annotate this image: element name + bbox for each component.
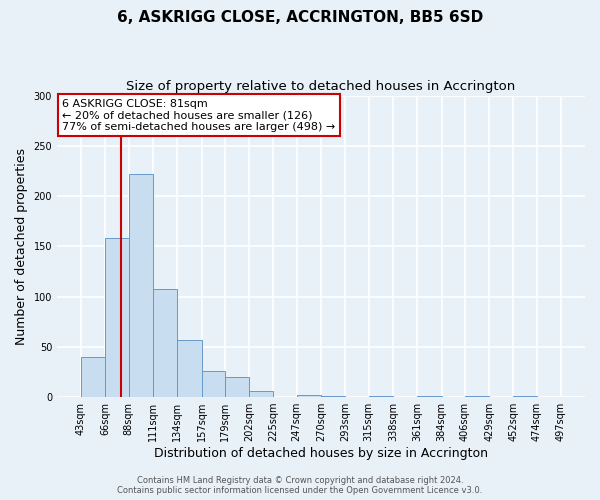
Bar: [128, 174, 153, 397]
Y-axis label: Number of detached properties: Number of detached properties: [15, 148, 28, 345]
Bar: [153, 288, 177, 397]
Bar: [465, 396, 489, 397]
Text: 6, ASKRIGG CLOSE, ACCRINGTON, BB5 6SD: 6, ASKRIGG CLOSE, ACCRINGTON, BB5 6SD: [117, 10, 483, 25]
Text: 6 ASKRIGG CLOSE: 81sqm
← 20% of detached houses are smaller (126)
77% of semi-de: 6 ASKRIGG CLOSE: 81sqm ← 20% of detached…: [62, 98, 335, 132]
Bar: [202, 371, 225, 397]
Title: Size of property relative to detached houses in Accrington: Size of property relative to detached ho…: [127, 80, 515, 93]
X-axis label: Distribution of detached houses by size in Accrington: Distribution of detached houses by size …: [154, 447, 488, 460]
Bar: [225, 377, 249, 397]
Bar: [321, 396, 346, 397]
Bar: [368, 396, 393, 397]
Bar: [81, 357, 106, 397]
Bar: [249, 391, 274, 397]
Bar: [106, 238, 128, 397]
Bar: [417, 396, 442, 397]
Text: Contains HM Land Registry data © Crown copyright and database right 2024.
Contai: Contains HM Land Registry data © Crown c…: [118, 476, 482, 495]
Bar: [514, 396, 536, 397]
Bar: [177, 340, 202, 397]
Bar: [297, 395, 321, 397]
